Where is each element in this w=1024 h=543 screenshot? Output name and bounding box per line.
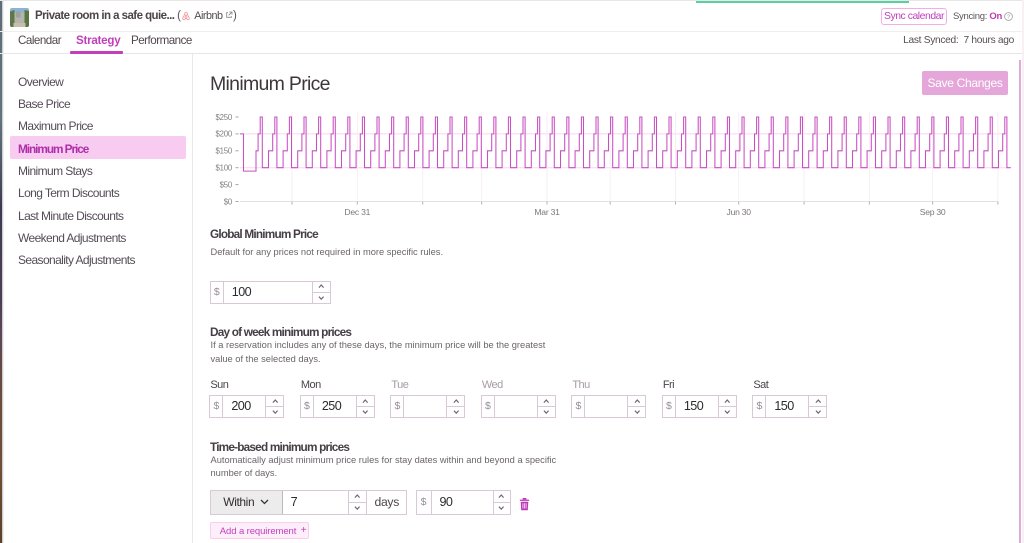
svg-text:$150: $150 — [215, 147, 232, 156]
svg-text:$0: $0 — [224, 197, 233, 206]
svg-text:$100: $100 — [215, 164, 232, 173]
svg-text:?: ? — [1007, 14, 1010, 20]
svg-text:Sep 30: Sep 30 — [920, 207, 946, 217]
svg-text:$250: $250 — [215, 113, 232, 122]
svg-text:Jun 30: Jun 30 — [727, 207, 752, 217]
svg-text:Dec 31: Dec 31 — [344, 207, 370, 217]
svg-text:$50: $50 — [220, 180, 233, 189]
svg-text:$200: $200 — [215, 130, 232, 139]
svg-text:Mar 31: Mar 31 — [534, 207, 560, 217]
